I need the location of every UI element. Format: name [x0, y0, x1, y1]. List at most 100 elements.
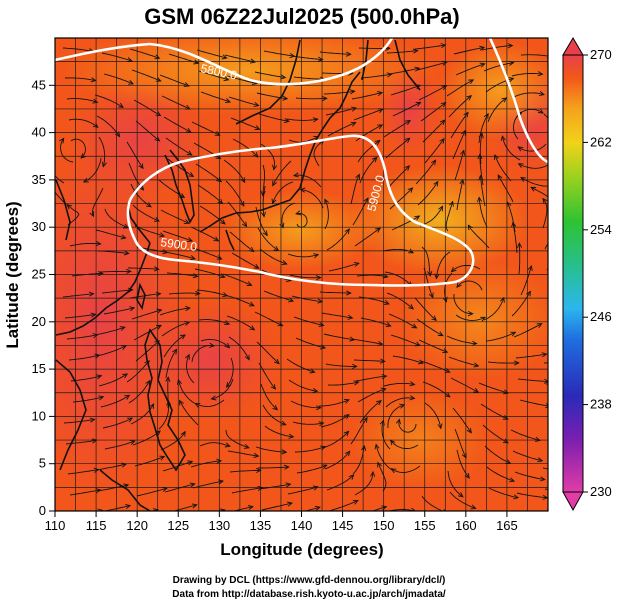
colorbar-tick-label: 238 [590, 397, 612, 412]
streamline-arrow [383, 299, 390, 305]
streamline [452, 130, 466, 160]
streamline-arrow [253, 101, 260, 107]
streamline [456, 179, 464, 211]
streamline-arrow [409, 395, 416, 401]
streamline [69, 489, 101, 496]
streamline [422, 119, 446, 143]
streamline [225, 429, 250, 449]
streamline-arrow [193, 59, 200, 65]
streamline-arrow [210, 395, 217, 401]
streamline [272, 160, 292, 186]
streamline [494, 154, 512, 182]
streamline-arrow [456, 282, 462, 288]
streamline-arrow [215, 154, 222, 160]
streamline-arrow [272, 404, 279, 411]
coastline-russia [235, 39, 301, 125]
streamline-arrow [46, 159, 50, 164]
streamline-arrow [187, 237, 194, 242]
streamline-arrow [95, 488, 102, 494]
streamline-arrow [376, 400, 382, 406]
streamline [263, 50, 295, 57]
streamline [258, 362, 276, 390]
streamline [322, 431, 349, 449]
streamline [296, 464, 327, 474]
streamline [512, 222, 518, 254]
streamline [484, 445, 511, 464]
streamline-arrow [126, 57, 133, 63]
streamline [355, 375, 387, 382]
streamline-arrow [442, 348, 449, 354]
streamline [417, 181, 439, 206]
streamline-arrow [537, 108, 544, 114]
streamline-arrow [299, 187, 306, 193]
streamline-arrow [282, 95, 289, 101]
streamline [133, 99, 161, 116]
streamline [160, 431, 186, 451]
streamline [478, 197, 488, 228]
streamline-arrow [389, 439, 396, 446]
streamline [328, 262, 359, 272]
colorbar-max-arrow [562, 37, 584, 56]
streamline [227, 201, 247, 227]
streamline-arrow [82, 177, 89, 183]
streamline [323, 90, 355, 95]
streamline-arrow [262, 230, 268, 237]
streamline [391, 465, 421, 473]
streamline [419, 206, 443, 227]
streamline [293, 174, 322, 188]
streamline [200, 91, 231, 103]
streamline [488, 487, 519, 499]
streamline-arrow [478, 132, 484, 139]
streamline [320, 414, 350, 428]
streamline-arrow [347, 314, 354, 320]
streamline [167, 158, 194, 177]
streamline-arrow [440, 101, 447, 108]
colorbar-tick-label: 270 [590, 47, 612, 62]
streamline-arrow [249, 58, 257, 64]
streamline-arrow [493, 154, 499, 160]
streamline-arrow [437, 331, 444, 337]
streamline [478, 113, 489, 144]
streamline [98, 136, 106, 167]
x-tick-label: 120 [126, 518, 148, 533]
streamline-arrow [431, 315, 437, 321]
streamline [350, 417, 368, 445]
streamline-arrow [380, 387, 387, 393]
streamline-arrow [405, 120, 411, 126]
streamline [190, 460, 222, 468]
colorbar-tick-label: 246 [590, 309, 612, 324]
streamline-arrow [514, 360, 520, 366]
streamline [94, 94, 124, 108]
streamline [232, 506, 253, 511]
streamline [384, 271, 413, 287]
streamline [325, 363, 357, 367]
streamline [160, 209, 189, 224]
streamline-arrow [120, 345, 127, 350]
streamline-arrow [129, 440, 136, 446]
streamline-arrow [88, 291, 95, 297]
streamline [487, 97, 507, 123]
streamline [164, 483, 195, 493]
y-tick-label: 15 [32, 361, 46, 376]
streamline-arrow [272, 180, 277, 187]
streamline [286, 358, 315, 373]
streamline-arrow [312, 117, 319, 123]
streamline-arrow [184, 320, 191, 326]
streamline [126, 141, 144, 169]
streamline-arrow [138, 163, 144, 170]
streamline [449, 491, 476, 509]
streamline [325, 107, 357, 116]
streamline [326, 228, 350, 251]
streamline [133, 324, 162, 341]
streamline-arrow [320, 445, 327, 451]
streamline-arrow [260, 211, 266, 218]
streamline-arrow [153, 217, 160, 222]
streamline-arrow [543, 378, 548, 384]
streamline [161, 95, 191, 110]
streamline-arrow [395, 418, 401, 425]
streamline [168, 53, 199, 64]
streamline [172, 504, 197, 511]
streamline [391, 215, 420, 231]
streamline-arrow [313, 253, 320, 259]
